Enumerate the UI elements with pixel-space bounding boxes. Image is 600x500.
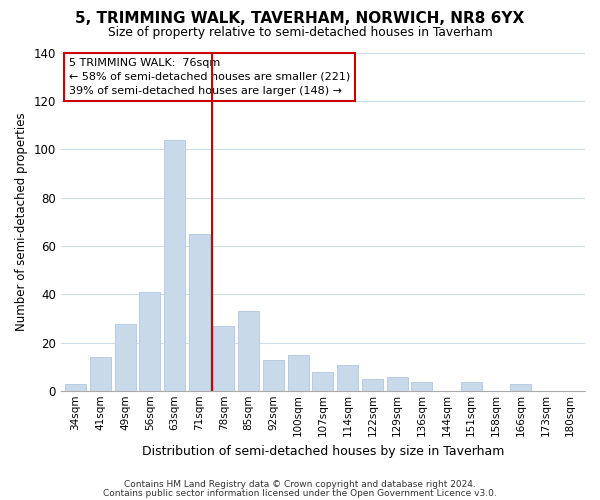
Bar [337,364,358,392]
Bar [510,384,531,392]
Bar [313,372,334,392]
Bar [461,382,482,392]
Bar [287,355,308,392]
Text: Size of property relative to semi-detached houses in Taverham: Size of property relative to semi-detach… [107,26,493,39]
Bar [411,382,433,392]
Bar [139,292,160,392]
Y-axis label: Number of semi-detached properties: Number of semi-detached properties [15,112,28,331]
Text: Contains public sector information licensed under the Open Government Licence v3: Contains public sector information licen… [103,488,497,498]
Bar [238,312,259,392]
Text: Contains HM Land Registry data © Crown copyright and database right 2024.: Contains HM Land Registry data © Crown c… [124,480,476,489]
Bar [189,234,210,392]
X-axis label: Distribution of semi-detached houses by size in Taverham: Distribution of semi-detached houses by … [142,444,504,458]
Text: 5 TRIMMING WALK:  76sqm
← 58% of semi-detached houses are smaller (221)
39% of s: 5 TRIMMING WALK: 76sqm ← 58% of semi-det… [68,58,350,96]
Bar [164,140,185,392]
Bar [90,358,111,392]
Bar [115,324,136,392]
Bar [65,384,86,392]
Bar [386,376,407,392]
Bar [362,379,383,392]
Text: 5, TRIMMING WALK, TAVERHAM, NORWICH, NR8 6YX: 5, TRIMMING WALK, TAVERHAM, NORWICH, NR8… [76,11,524,26]
Bar [214,326,235,392]
Bar [263,360,284,392]
